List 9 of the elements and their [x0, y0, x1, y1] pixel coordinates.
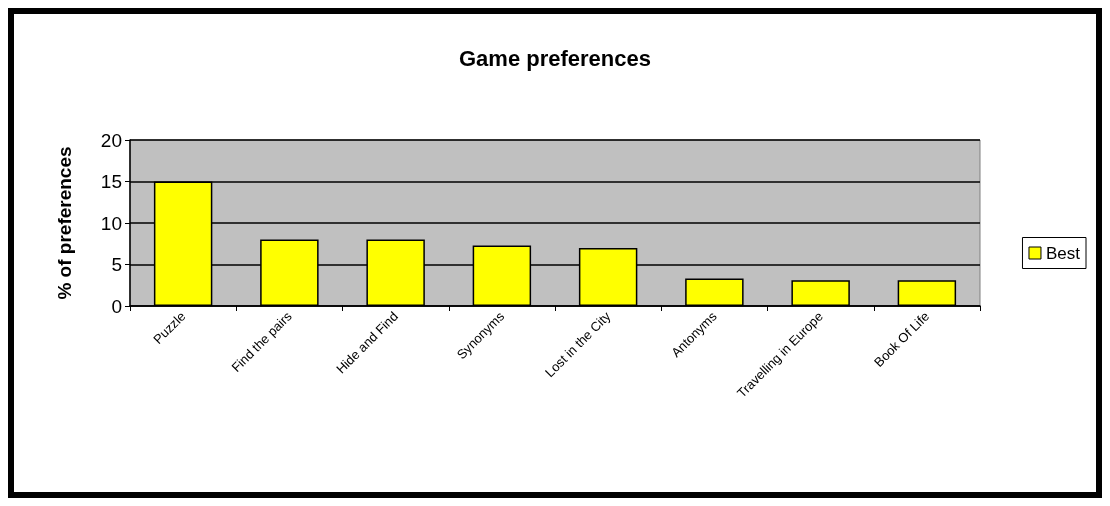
legend-label: Best	[1045, 243, 1081, 263]
x-tick-label: Lost in the City	[542, 308, 614, 381]
y-tick-label: 0	[111, 295, 122, 317]
y-tick-label: 15	[100, 171, 122, 192]
y-tick-label: 20	[100, 129, 122, 151]
y-tick-label: 5	[111, 254, 122, 275]
chart-title: Game preferences	[459, 45, 651, 71]
y-axis-title: % of preferences	[54, 146, 75, 300]
y-tick-label: 10	[100, 212, 122, 234]
